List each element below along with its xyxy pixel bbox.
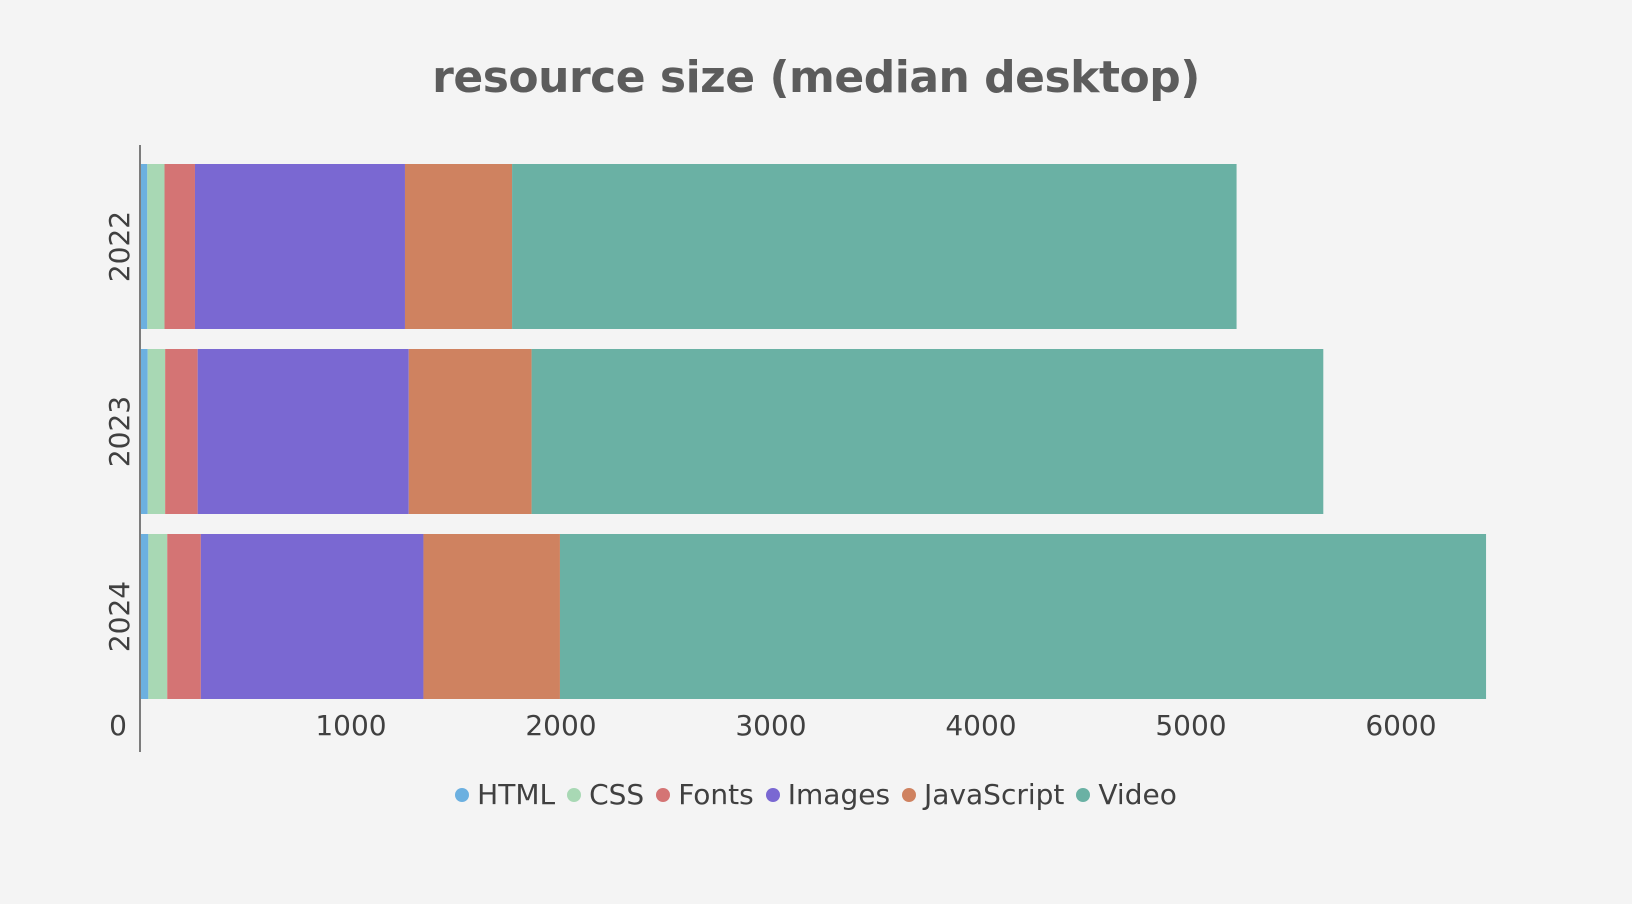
x-tick-label-1000: 1000 [315,709,386,742]
chart-title: resource size (median desktop) [432,52,1200,103]
legend-item-css: CSS [567,778,644,811]
bar-segment-video-2023 [531,349,1324,514]
bar-segment-fonts-2024 [167,534,201,699]
bar-segment-javascript-2022 [404,164,513,329]
legend-swatch-video [1076,787,1091,802]
category-label-2024: 2024 [103,581,136,652]
bar-segment-video-2022 [512,164,1237,329]
bars-group [141,164,1487,699]
bar-segment-images-2024 [200,534,424,699]
legend-item-html: HTML [455,778,555,811]
bar-segment-html-2024 [141,534,149,699]
bar-segment-javascript-2023 [408,349,532,514]
legend-label-javascript: JavaScript [924,778,1065,811]
legend-swatch-css [567,787,582,802]
legend-label-css: CSS [589,778,645,811]
bar-segment-javascript-2024 [423,534,560,699]
legend-label-video: Video [1098,778,1177,811]
axes-group: 2022 2023 2024 0 1000 2000 3000 4000 5000 6000 [103,145,1437,752]
bar-segment-fonts-2023 [165,349,198,514]
legend-swatch-html [455,787,470,802]
bar-segment-fonts-2022 [164,164,195,329]
x-tick-label-4000: 4000 [945,709,1016,742]
legend-item-javascript: JavaScript [902,778,1064,811]
legend-item-fonts: Fonts [656,778,754,811]
bar-segment-video-2024 [559,534,1487,699]
bar-segment-html-2022 [141,164,148,329]
legend-label-fonts: Fonts [678,778,754,811]
x-tick-label-3000: 3000 [735,709,806,742]
bar-segment-css-2024 [148,534,168,699]
bar-segment-css-2023 [147,349,166,514]
x-tick-label-5000: 5000 [1155,709,1226,742]
legend-swatch-images [765,787,780,802]
category-label-2023: 2023 [103,396,136,467]
bar-segment-images-2022 [194,164,405,329]
x-tick-label-2000: 2000 [525,709,596,742]
x-tick-label-0: 0 [109,709,127,742]
legend-item-images: Images [765,778,891,811]
category-label-2022: 2022 [103,211,136,282]
legend: HTML CSS Fonts Images JavaScript Video [0,778,1632,811]
bar-segment-html-2023 [141,349,148,514]
legend-label-html: HTML [477,778,556,811]
bar-segment-images-2023 [197,349,409,514]
legend-label-images: Images [787,778,891,811]
bar-segment-css-2022 [147,164,165,329]
legend-item-video: Video [1076,778,1177,811]
legend-swatch-fonts [656,787,671,802]
x-tick-label-6000: 6000 [1365,709,1436,742]
legend-swatch-javascript [902,787,917,802]
